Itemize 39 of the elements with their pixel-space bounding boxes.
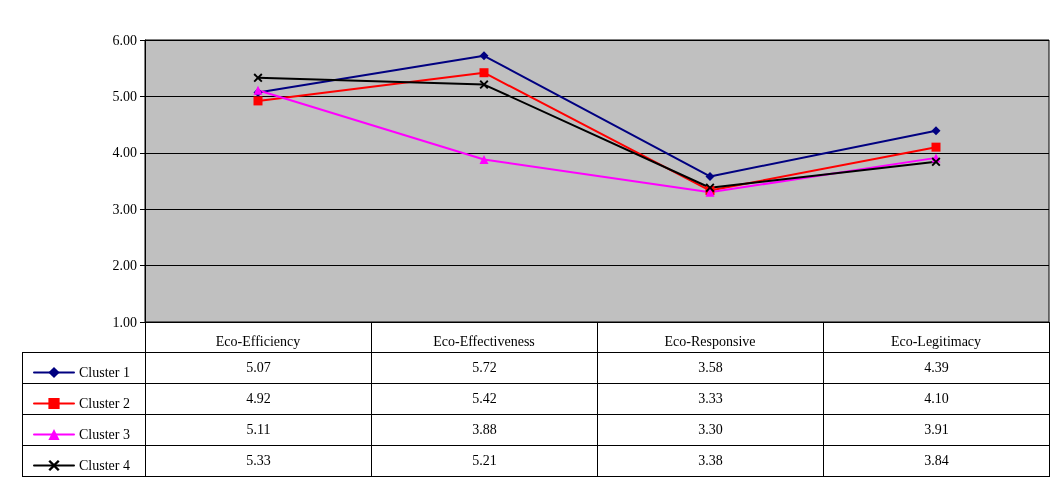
data-label: 3.38 [597, 445, 824, 477]
data-label: 3.84 [823, 445, 1050, 477]
data-label: 4.10 [823, 383, 1050, 415]
x-tick-label: Eco-Legitimacy [890, 333, 982, 349]
data-label: 5.42 [371, 383, 598, 415]
x-tick-label: Eco-Responsive [664, 333, 756, 349]
x-tick-label: Eco-Effectiveness [433, 333, 535, 349]
point [931, 126, 941, 136]
data-label: 3.88 [371, 414, 598, 446]
legend-label: Cluster 4 [79, 458, 130, 473]
y-tick-label: 1.00 [112, 314, 137, 330]
legend-label: Cluster 1 [79, 365, 130, 380]
data-label: 5.21 [371, 445, 598, 477]
y-tick-label: 3.00 [112, 201, 137, 217]
legend-label: Cluster 2 [79, 396, 130, 411]
point [479, 51, 489, 61]
y-tick-label: 5.00 [112, 88, 137, 104]
data-label: 4.92 [145, 383, 372, 415]
point [253, 96, 263, 106]
y-tick-label: 4.00 [112, 145, 137, 161]
data-label: 5.07 [145, 352, 372, 384]
data-label: 3.30 [597, 414, 824, 446]
point [479, 155, 489, 165]
point [253, 73, 263, 83]
point [479, 68, 489, 78]
data-label: 3.58 [597, 352, 824, 384]
y-tick-label: 6.00 [112, 32, 137, 48]
data-label: 5.72 [371, 352, 598, 384]
data-label: 4.39 [823, 352, 1050, 384]
y-tick-label: 2.00 [112, 258, 137, 274]
legend-label: Cluster 3 [79, 427, 130, 442]
data-label: 5.11 [145, 414, 372, 446]
x-tick-label: Eco-Efficiency [215, 333, 301, 349]
data-label: 5.33 [145, 445, 372, 477]
data-label: 3.33 [597, 383, 824, 415]
data-label: 3.91 [823, 414, 1050, 446]
point [931, 157, 941, 167]
point [705, 171, 715, 181]
point [931, 142, 941, 152]
